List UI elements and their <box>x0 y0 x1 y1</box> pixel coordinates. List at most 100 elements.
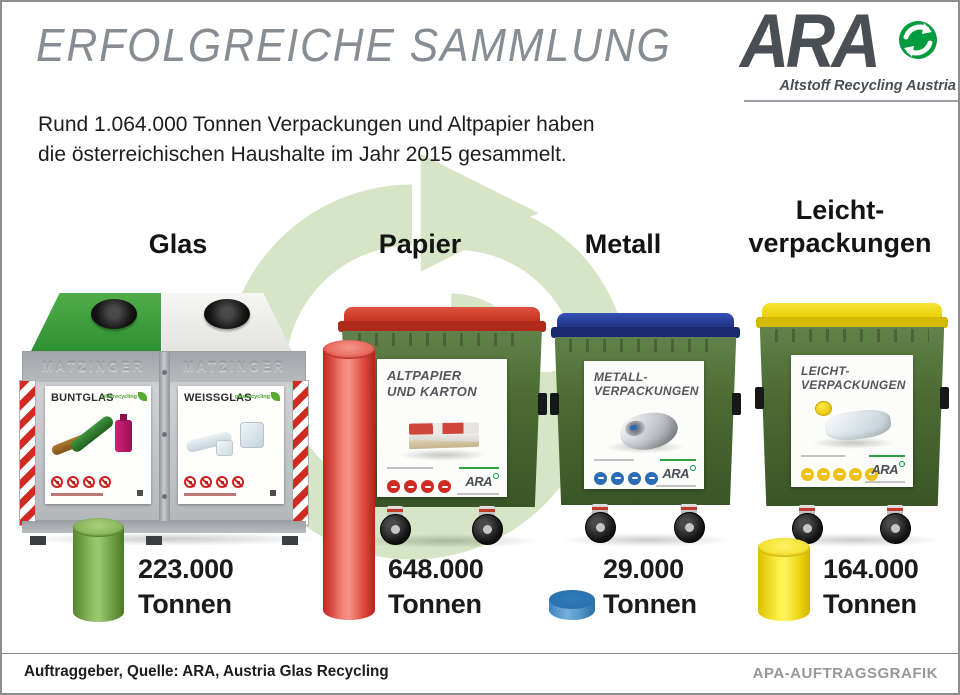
prohibition-icons <box>184 476 244 488</box>
paper-label-footer: ARA <box>387 465 499 499</box>
light-label-footer: ARA <box>801 453 905 487</box>
metal-bin-label: METALL- VERPACKUNGEN ARA <box>584 361 704 489</box>
light-bin-lid <box>761 303 943 319</box>
bin-lug <box>940 387 949 409</box>
yellow-bottle-cap <box>815 400 832 416</box>
caster-wheel <box>583 504 619 543</box>
container-foot <box>146 536 162 545</box>
warning-stripes-left <box>19 380 36 526</box>
weissglas-title: WEISSGLAS <box>184 392 252 404</box>
buntglas-label: BUNTGLAS glasrecycling <box>45 386 151 504</box>
bar-leichtverpackungen <box>758 538 810 621</box>
art-shadow <box>811 436 895 449</box>
fine-print <box>865 480 905 483</box>
glass-collection-container: MATZINGER MATZINGER BUNTGLAS glasrecycli… <box>16 289 312 545</box>
paper-bin-label: ALTPAPIER UND KARTON <box>377 359 507 497</box>
metal-bin-lid <box>556 313 735 329</box>
brand-emboss: MATZINGER <box>182 359 287 374</box>
category-label-leichtverpackungen: Leicht- verpackungen <box>748 195 932 258</box>
ara-mini-logo: ARA <box>656 464 696 487</box>
rule-icon <box>594 471 607 485</box>
metal-bin-lid-lip <box>551 327 740 338</box>
fine-print <box>801 454 845 457</box>
container-foot <box>30 536 46 545</box>
glass-insert-port <box>204 299 250 329</box>
rule-icon <box>849 467 862 481</box>
bar-papier <box>323 340 375 620</box>
material-rule-icons <box>801 467 878 481</box>
warning-stripes-right <box>292 380 309 526</box>
fine-print <box>656 484 696 487</box>
intro-text: Rund 1.064.000 Tonnen Verpackungen und A… <box>38 110 595 170</box>
rule-icon <box>611 471 624 485</box>
buntglas-title: BUNTGLAS <box>51 392 114 404</box>
colored-bottles-art <box>50 412 145 464</box>
fine-print-green <box>869 454 905 457</box>
fine-print-green <box>459 467 499 470</box>
caster-wheel <box>878 505 914 544</box>
footer-credit: APA-AUFTRAGSGRAFIK <box>752 665 938 682</box>
page-title: ERFOLGREICHE SAMMLUNG <box>36 19 672 71</box>
no-entry-icon <box>232 476 244 488</box>
bar-metall <box>549 590 595 620</box>
light-bin-label: LEICHT- VERPACKUNGEN ARA <box>791 355 913 487</box>
light-label-title: LEICHT- VERPACKUNGEN <box>801 364 906 393</box>
category-label-papier: Papier <box>378 229 462 259</box>
no-entry-icon <box>216 476 228 488</box>
glasrecycling-logo: glasrecycling <box>102 392 147 401</box>
no-entry-icon <box>184 476 196 488</box>
rule-icon <box>438 480 451 494</box>
no-entry-icon <box>83 476 95 488</box>
white-glass-art <box>184 412 278 464</box>
metal-bin: METALL- VERPACKUNGEN ARA <box>550 313 741 543</box>
bar-glas <box>73 518 124 622</box>
green-dot-mini-icon <box>690 464 696 471</box>
caster-wheel <box>378 506 414 545</box>
fine-print <box>184 493 236 496</box>
rule-icon <box>421 480 434 494</box>
intro-line-2: die österreichischen Haushalte im Jahr 2… <box>38 143 567 166</box>
ara-mini-logo: ARA <box>865 460 905 483</box>
ara-logo-subtitle: Altstoff Recycling Austria <box>779 78 956 94</box>
prohibition-icons <box>51 476 111 488</box>
weissglas-label: WEISSGLAS glasrecycling <box>178 386 284 504</box>
bin-lug <box>538 393 547 415</box>
fine-print <box>387 467 433 470</box>
clear-small-jar <box>216 440 233 456</box>
no-entry-icon <box>67 476 79 488</box>
crushed-can-art <box>594 405 696 455</box>
light-bin-lid-lip <box>756 317 948 328</box>
glass-insert-port <box>91 299 137 329</box>
green-bottle <box>68 413 116 455</box>
newspaper-stack <box>408 413 480 453</box>
footer-source: Auftraggeber, Quelle: ARA, Austria Glas … <box>24 663 389 680</box>
rule-icon <box>387 480 400 494</box>
leaf-icon <box>138 392 147 401</box>
value-papier: 648.000 Tonnen <box>388 554 484 619</box>
material-rule-icons <box>387 480 451 494</box>
fine-print <box>51 493 103 496</box>
footer-divider <box>2 653 958 654</box>
green-dot-mini-icon <box>899 460 905 467</box>
qr-code <box>135 488 145 498</box>
green-dot-recycling-icon <box>899 21 937 59</box>
caster-wheel <box>470 506 506 545</box>
container-base <box>22 521 306 533</box>
fine-print <box>594 458 634 461</box>
paper-bin: ALTPAPIER UND KARTON <box>337 307 547 545</box>
newspaper-stack-art <box>387 405 499 463</box>
fine-print-green <box>660 458 696 461</box>
no-entry-icon <box>51 476 63 488</box>
rule-icon <box>865 467 878 481</box>
pink-bottle <box>115 414 132 452</box>
plastic-bottle-art <box>801 399 905 451</box>
ara-mini-logo: ARA <box>457 473 499 496</box>
value-metall: 29.000 Tonnen <box>603 554 697 619</box>
no-entry-icon <box>200 476 212 488</box>
value-glas: 223.000 Tonnen <box>138 554 234 619</box>
rule-icon <box>833 467 846 481</box>
metal-label-title: METALL- VERPACKUNGEN <box>594 370 699 399</box>
material-rule-icons <box>594 471 658 485</box>
bin-lug <box>732 393 741 415</box>
